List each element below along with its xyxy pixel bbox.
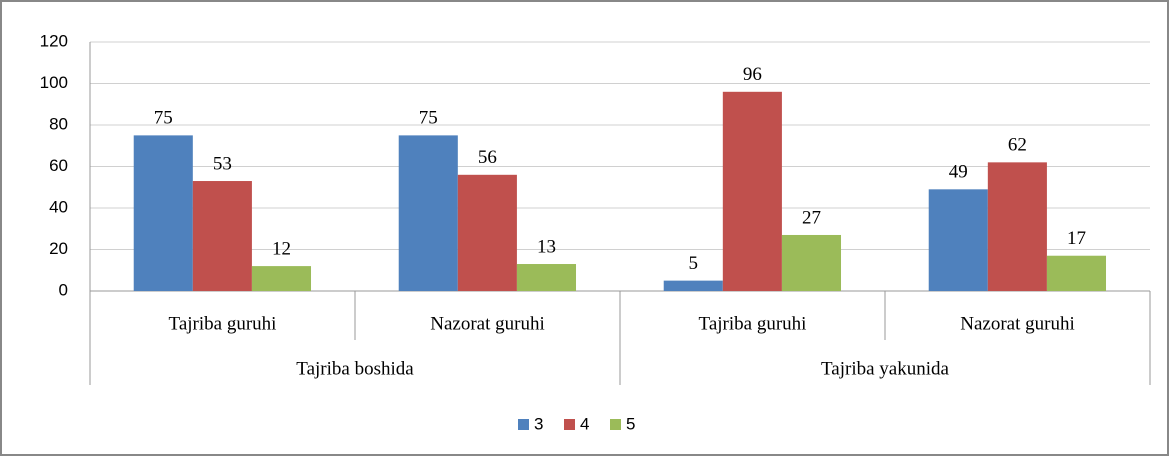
- data-label: 17: [1067, 228, 1086, 249]
- y-tick-label: 120: [40, 31, 68, 50]
- data-label: 53: [213, 153, 232, 174]
- bar: [516, 264, 577, 291]
- group-label: Tajriba boshida: [296, 358, 414, 379]
- bar: [987, 162, 1047, 291]
- legend-label: 4: [580, 414, 589, 433]
- bar: [722, 91, 782, 291]
- legend-label: 3: [534, 414, 543, 433]
- x-tick-label: Nazorat guruhi: [430, 313, 544, 334]
- bar: [192, 181, 252, 291]
- legend-swatch: [610, 419, 621, 430]
- bar: [1046, 255, 1107, 291]
- y-tick-label: 80: [49, 114, 68, 133]
- legend-label: 5: [626, 414, 635, 433]
- bar: [781, 234, 842, 291]
- data-label: 49: [949, 162, 968, 183]
- y-tick-label: 20: [49, 239, 68, 258]
- bar: [133, 135, 193, 291]
- data-label: 75: [419, 108, 438, 129]
- y-tick-label: 0: [59, 280, 68, 299]
- x-tick-label: Tajriba guruhi: [169, 313, 277, 334]
- group-label: Tajriba yakunida: [821, 358, 949, 379]
- bar: [251, 266, 312, 291]
- data-label: 56: [478, 147, 497, 168]
- y-tick-label: 100: [40, 73, 68, 92]
- data-label: 96: [743, 64, 762, 85]
- bar: [398, 135, 458, 291]
- bar: [457, 174, 517, 291]
- data-label: 5: [689, 253, 699, 274]
- x-tick-label: Nazorat guruhi: [960, 313, 1074, 334]
- data-label: 75: [154, 108, 173, 129]
- data-label: 27: [802, 207, 821, 228]
- bar: [663, 280, 723, 291]
- x-tick-label: Tajriba guruhi: [699, 313, 807, 334]
- legend-swatch: [564, 419, 575, 430]
- data-label: 13: [537, 236, 556, 257]
- y-tick-label: 40: [49, 197, 68, 216]
- data-label: 62: [1008, 135, 1027, 156]
- y-tick-label: 60: [49, 156, 68, 175]
- bar: [928, 189, 988, 291]
- data-label: 12: [272, 238, 291, 259]
- legend-swatch: [518, 419, 529, 430]
